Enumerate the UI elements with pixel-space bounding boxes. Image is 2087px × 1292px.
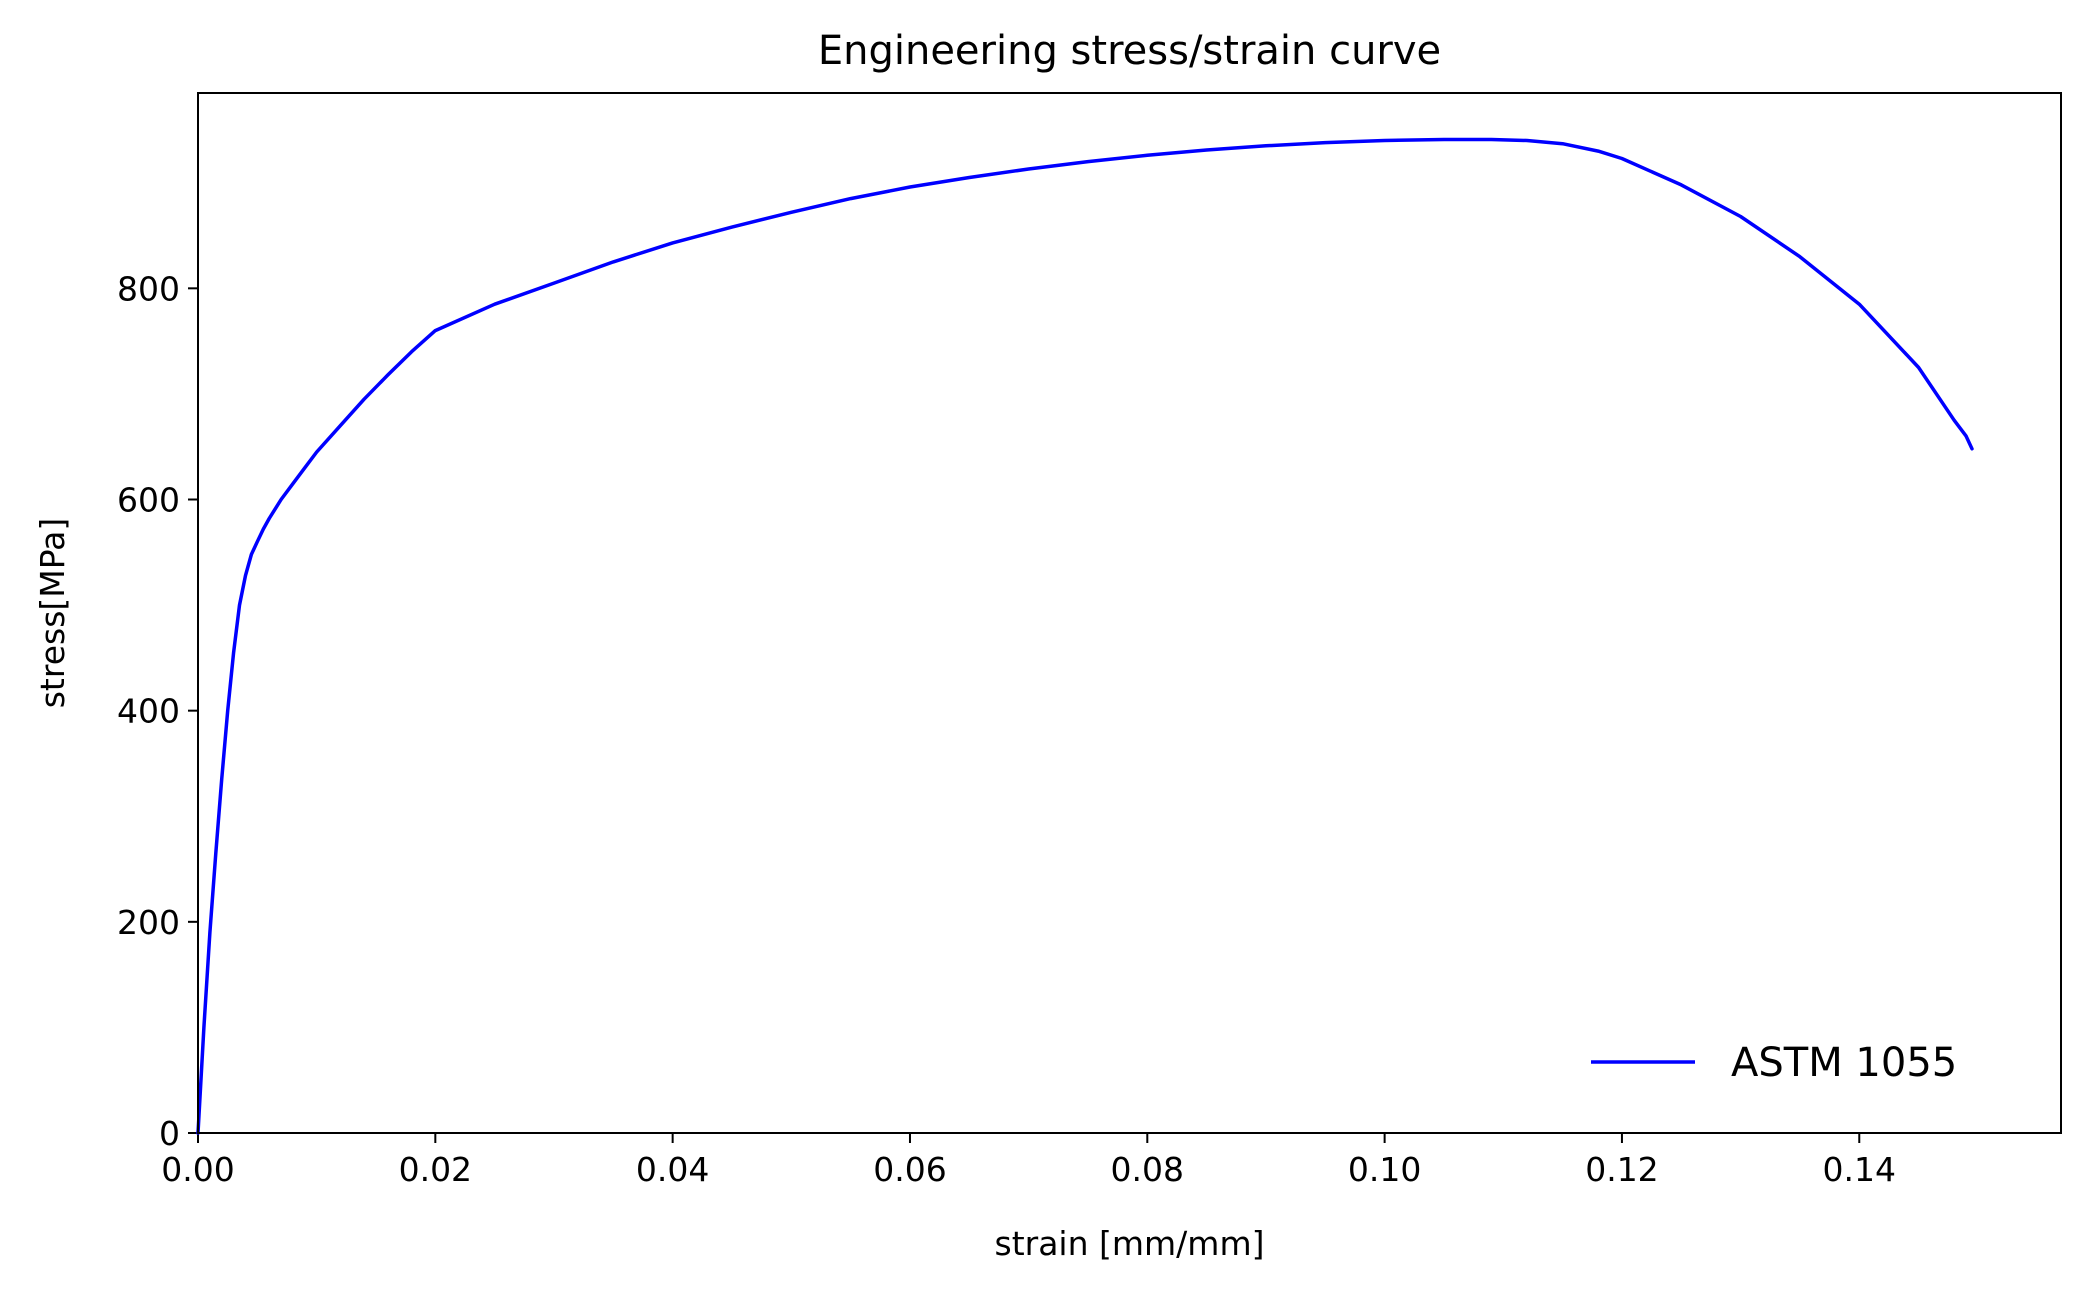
series-line-astm-1055: [196, 137, 1974, 1135]
x-tick-label: 0.10: [1348, 1150, 1421, 1189]
y-tick-label: 400: [117, 692, 180, 731]
x-axis-ticks: 0.00 0.02 0.04 0.06 0.08 0.10 0.12 0.14: [161, 1133, 1896, 1189]
x-tick-label: 0.12: [1585, 1150, 1658, 1189]
y-axis-label: stress[MPa]: [33, 518, 72, 709]
chart-title: Engineering stress/strain curve: [818, 28, 1441, 74]
x-tick-label: 0.02: [399, 1150, 472, 1189]
x-tick-label: 0.08: [1111, 1150, 1184, 1189]
legend: ASTM 1055: [1591, 1040, 1957, 1086]
x-tick-label: 0.00: [161, 1150, 234, 1189]
x-axis-label: strain [mm/mm]: [995, 1224, 1265, 1263]
y-tick-label: 0: [159, 1114, 180, 1153]
x-tick-label: 0.06: [873, 1150, 946, 1189]
plot-frame: [197, 92, 2062, 1134]
y-tick-label: 800: [117, 269, 180, 308]
y-axis-ticks: 0 200 400 600 800: [117, 269, 198, 1153]
legend-label: ASTM 1055: [1731, 1040, 1957, 1086]
x-tick-label: 0.04: [636, 1150, 709, 1189]
y-tick-label: 200: [117, 903, 180, 942]
x-tick-label: 0.14: [1823, 1150, 1896, 1189]
y-tick-label: 600: [117, 480, 180, 519]
